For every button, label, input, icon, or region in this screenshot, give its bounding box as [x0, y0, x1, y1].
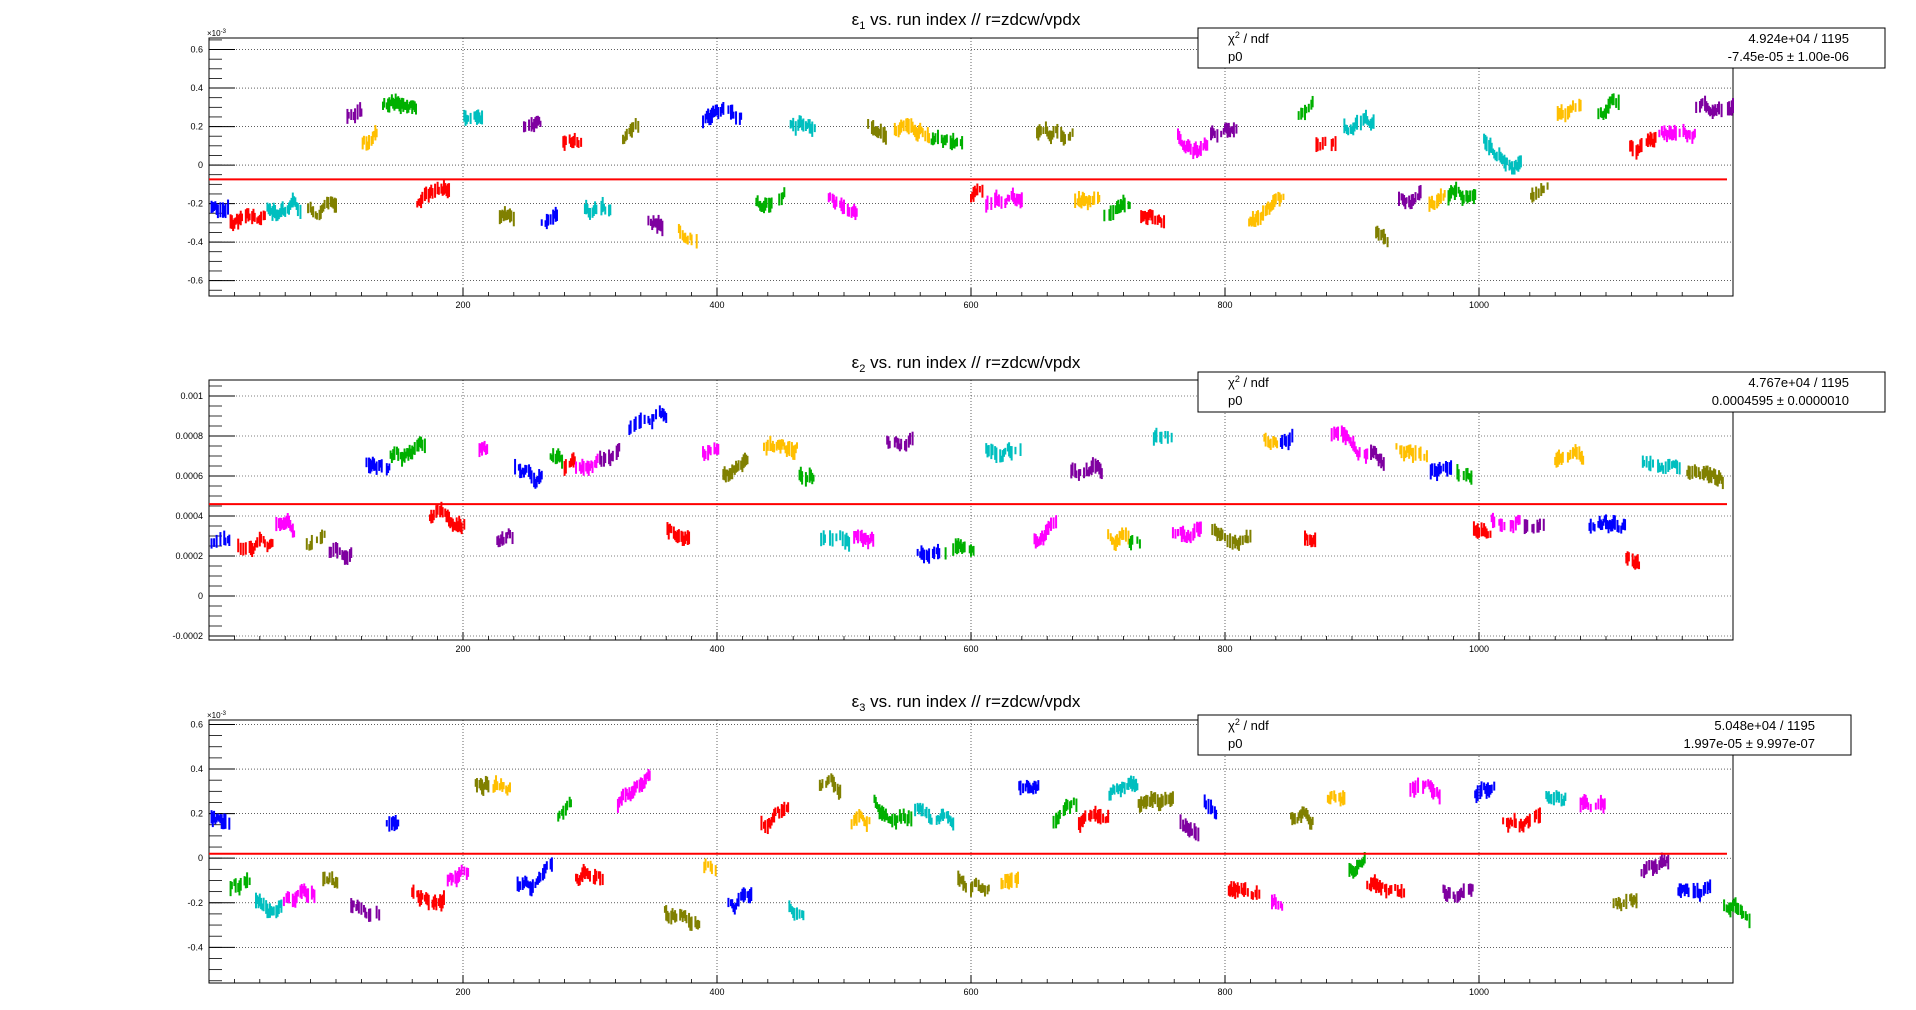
x-tick-label: 800 [1217, 644, 1232, 654]
stats-chi2-value: 4.767e+04 / 1195 [1748, 375, 1849, 390]
x-tick-label: 200 [455, 644, 470, 654]
y-tick-label: -0.2 [187, 199, 203, 209]
panel-title: ε1 vs. run index // r=zdcw/vpdx [852, 10, 1081, 32]
y-tick-label: 0.4 [190, 83, 203, 93]
x-tick-label: 1000 [1469, 300, 1489, 310]
y-tick-label: -0.4 [187, 942, 203, 952]
x-tick-label: 200 [455, 987, 470, 997]
y-tick-label: -0.6 [187, 276, 203, 286]
stats-box [1197, 371, 1886, 413]
y-tick-label: 0.0006 [175, 471, 203, 481]
stats-chi2-label: χ2 / ndf [1228, 717, 1269, 733]
y-tick-label: 0 [198, 160, 203, 170]
x-tick-label: 600 [963, 987, 978, 997]
stats-chi2-value: 4.924e+04 / 1195 [1748, 31, 1849, 46]
x-tick-label: 200 [455, 300, 470, 310]
stats-box [1197, 714, 1852, 756]
data-points [210, 405, 1724, 570]
panel-title: ε3 vs. run index // r=zdcw/vpdx [852, 692, 1081, 714]
y-tick-label: 0.2 [190, 122, 203, 132]
y-tick-label: 0 [198, 853, 203, 863]
stats-p0-label: p0 [1228, 393, 1242, 408]
stats-p0-label: p0 [1228, 736, 1242, 751]
panel-title: ε2 vs. run index // r=zdcw/vpdx [852, 353, 1081, 375]
stats-box [1197, 27, 1886, 69]
x-tick-label: 400 [709, 644, 724, 654]
x-tick-label: 600 [963, 644, 978, 654]
y-tick-label: 0.6 [190, 719, 203, 729]
stats-p0-value: 1.997e-05 ± 9.997e-07 [1684, 736, 1815, 751]
y-exponent-label: ×10-3 [207, 711, 227, 720]
x-tick-label: 400 [709, 300, 724, 310]
y-tick-label: -0.0002 [172, 631, 203, 641]
panel-2: ε2 vs. run index // r=zdcw/vpdx -0.0002 0 0… [172, 353, 1886, 654]
y-exponent-label: ×10-3 [207, 29, 227, 38]
stats-chi2-label: χ2 / ndf [1228, 30, 1269, 46]
y-tick-label: 0.6 [190, 45, 203, 55]
x-tick-label: 400 [709, 987, 724, 997]
y-tick-label: 0 [198, 591, 203, 601]
panel-1: ε1 vs. run index // r=zdcw/vpdx -0.6 -0.4 -… [187, 10, 1886, 310]
y-tick-label: 0.4 [190, 764, 203, 774]
stats-chi2-label: χ2 / ndf [1228, 374, 1269, 390]
y-tick-label: 0.0002 [175, 551, 203, 561]
panel-3: ε3 vs. run index // r=zdcw/vpdx -0.4 -0.2 0… [187, 692, 1852, 997]
y-tick-label: 0.0004 [175, 511, 203, 521]
y-tick-label: -0.4 [187, 237, 203, 247]
y-tick-label: 0.0008 [175, 431, 203, 441]
stats-p0-value: 0.0004595 ± 0.0000010 [1712, 393, 1849, 408]
stats-p0-label: p0 [1228, 49, 1242, 64]
x-tick-label: 800 [1217, 300, 1232, 310]
stats-p0-value: -7.45e-05 ± 1.00e-06 [1728, 49, 1849, 64]
x-tick-label: 800 [1217, 987, 1232, 997]
y-tick-label: 0.2 [190, 809, 203, 819]
x-tick-label: 1000 [1469, 987, 1489, 997]
y-tick-label: -0.2 [187, 898, 203, 908]
data-points [210, 93, 1734, 249]
x-tick-label: 1000 [1469, 644, 1489, 654]
y-tick-label: 0.001 [180, 391, 203, 401]
data-points [210, 769, 1751, 931]
x-tick-label: 600 [963, 300, 978, 310]
stats-chi2-value: 5.048e+04 / 1195 [1714, 718, 1815, 733]
